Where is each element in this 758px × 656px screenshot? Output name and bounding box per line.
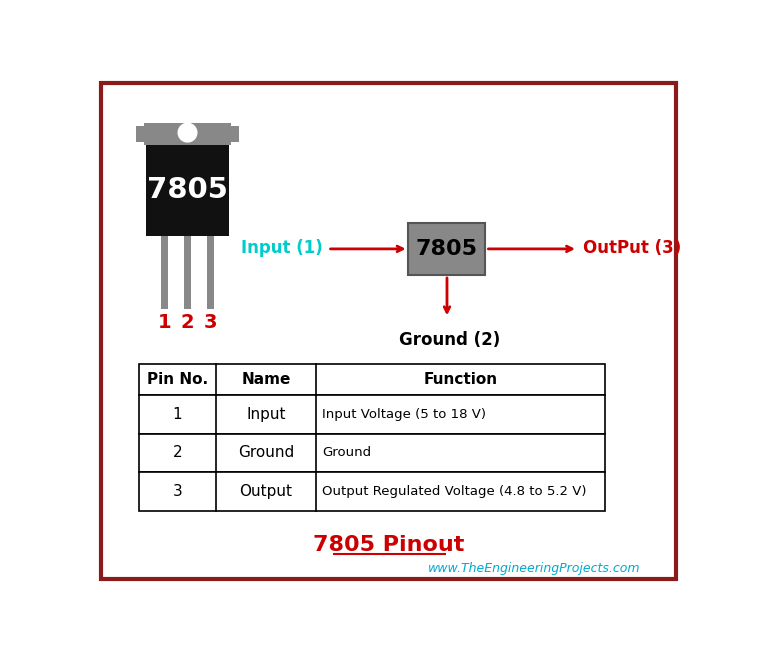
Bar bbox=[228, 127, 239, 142]
Text: Input (1): Input (1) bbox=[241, 239, 323, 257]
Text: Output Regulated Voltage (4.8 to 5.2 V): Output Regulated Voltage (4.8 to 5.2 V) bbox=[322, 485, 587, 498]
Bar bbox=[409, 222, 485, 275]
Text: 2: 2 bbox=[180, 314, 194, 333]
Bar bbox=[136, 127, 147, 142]
Text: Output: Output bbox=[240, 484, 293, 499]
Text: Ground: Ground bbox=[322, 447, 371, 459]
Text: www.TheEngineeringProjects.com: www.TheEngineeringProjects.com bbox=[428, 562, 641, 575]
Text: Pin No.: Pin No. bbox=[147, 373, 208, 387]
Text: Function: Function bbox=[424, 373, 497, 387]
Text: 2: 2 bbox=[173, 445, 183, 461]
Bar bbox=[139, 472, 605, 510]
Text: 1: 1 bbox=[173, 407, 183, 422]
Text: 3: 3 bbox=[204, 314, 218, 333]
Bar bbox=[144, 123, 230, 145]
Text: Ground (2): Ground (2) bbox=[399, 331, 501, 348]
Text: Input: Input bbox=[246, 407, 286, 422]
Bar bbox=[146, 145, 229, 236]
Bar bbox=[183, 236, 191, 309]
Text: Name: Name bbox=[241, 373, 291, 387]
Text: 7805: 7805 bbox=[147, 176, 228, 205]
Text: 1: 1 bbox=[158, 314, 171, 333]
Bar bbox=[139, 434, 605, 472]
Text: 3: 3 bbox=[173, 484, 183, 499]
Text: 7805 Pinout: 7805 Pinout bbox=[313, 535, 464, 556]
Bar bbox=[161, 236, 168, 309]
Text: Ground: Ground bbox=[238, 445, 294, 461]
Text: 7805: 7805 bbox=[416, 239, 478, 259]
Bar bbox=[139, 395, 605, 434]
Text: OutPut (3): OutPut (3) bbox=[582, 239, 681, 257]
Circle shape bbox=[177, 123, 198, 142]
Bar bbox=[139, 364, 605, 395]
Bar bbox=[207, 236, 215, 309]
Text: Input Voltage (5 to 18 V): Input Voltage (5 to 18 V) bbox=[322, 408, 486, 421]
